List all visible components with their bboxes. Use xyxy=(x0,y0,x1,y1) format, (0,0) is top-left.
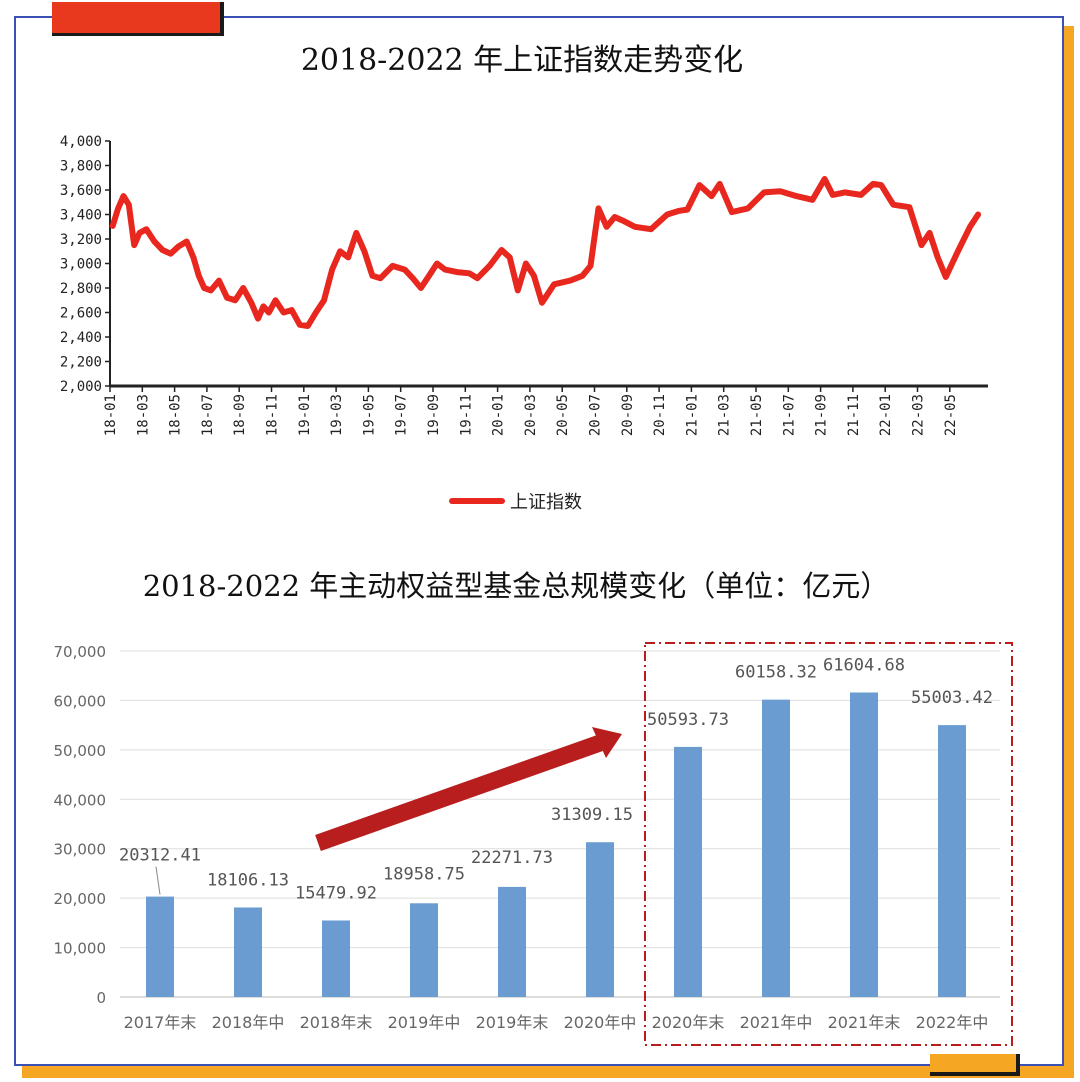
chart1-x-tick-label: 20-09 xyxy=(620,394,636,436)
chart1-x-tick-label: 18-03 xyxy=(135,394,151,436)
chart1-x-tick-label: 20-03 xyxy=(523,394,539,436)
chart1-x-tick-label: 21-11 xyxy=(846,394,862,436)
bar-2018年中 xyxy=(234,907,262,997)
x-tick-label: 2021年中 xyxy=(740,1013,813,1032)
highlight-box xyxy=(644,642,1013,1046)
chart2-y-tick-label: 50,000 xyxy=(54,742,107,760)
x-tick-label: 2018年中 xyxy=(212,1013,285,1032)
chart1-y-axis: 2,000 2,200 2,400 2,600 2,800 3,000 3,200 3,400… xyxy=(60,134,988,395)
data-label: 15479.92 xyxy=(295,883,377,903)
chart2-bars xyxy=(146,692,966,997)
chart1-x-tick-label: 22-03 xyxy=(911,394,927,436)
bar-2017年末 xyxy=(146,896,174,997)
data-label: 61604.68 xyxy=(823,655,905,675)
chart1-x-tick-label: 21-03 xyxy=(717,394,733,436)
chart1-x-tick-label: 18-01 xyxy=(103,394,119,436)
bar-2019年末 xyxy=(498,886,526,997)
chart2-y-tick-label: 30,000 xyxy=(54,841,107,859)
x-tick-label: 2018年末 xyxy=(300,1013,373,1032)
chart1-y-tick-label: 2,800 xyxy=(60,281,102,297)
chart1-x-tick-label: 19-03 xyxy=(329,394,345,436)
data-label: 60158.32 xyxy=(735,663,817,683)
chart1-x-tick-label: 21-09 xyxy=(814,394,830,436)
chart1-x-tick-label: 19-07 xyxy=(394,394,410,436)
chart1-x-tick-label: 20-11 xyxy=(652,394,668,436)
chart1-x-tick-label: 18-05 xyxy=(168,394,184,436)
data-label: 18106.13 xyxy=(207,871,289,891)
x-tick-label: 2022年中 xyxy=(916,1013,989,1032)
data-label: 22271.73 xyxy=(471,848,553,868)
data-label: 18958.75 xyxy=(383,864,465,884)
chart1-title: 2018-2022 年上证指数走势变化 xyxy=(301,43,743,78)
chart1-x-axis: 18-01 18-03 18-05 18-07 18-09 18-11 19-01 19-03… xyxy=(103,386,959,436)
data-label: 50593.73 xyxy=(647,710,729,730)
chart1-y-tick-label: 3,600 xyxy=(60,183,102,199)
bar-2020年中 xyxy=(586,842,614,997)
decor-tag-top xyxy=(52,2,224,36)
x-tick-label: 2020年中 xyxy=(564,1013,637,1032)
chart1-y-tick-label: 3,200 xyxy=(60,232,102,248)
chart1-x-tick-label: 21-05 xyxy=(749,394,765,436)
chart1-x-tick-label: 18-09 xyxy=(232,394,248,436)
data-label: 31309.15 xyxy=(551,805,633,825)
data-label: 55003.42 xyxy=(911,688,993,708)
chart2-x-axis: 2017年末 2018年中 2018年末 2019年中 2019年末 2020年中 2020… xyxy=(124,1013,989,1032)
chart2-title: 2018-2022 年主动权益型基金总规模变化（单位：亿元） xyxy=(143,569,890,603)
chart1-x-tick-label: 20-01 xyxy=(491,394,507,436)
chart1-y-tick-label: 2,000 xyxy=(60,379,102,395)
chart2-y-tick-label: 20,000 xyxy=(54,890,107,908)
chart1-x-tick-label: 18-11 xyxy=(265,394,281,436)
bar-2021年末 xyxy=(850,692,878,997)
chart1-x-tick-label: 19-09 xyxy=(426,394,442,436)
chart2-y-tick-label: 70,000 xyxy=(54,643,107,661)
leader-line xyxy=(155,866,161,895)
chart1-y-tick-label: 2,600 xyxy=(60,306,102,322)
decor-tag-bottom-fill xyxy=(930,1054,1016,1072)
growth-arrow xyxy=(315,727,622,852)
decor-tag-bottom xyxy=(930,1054,1020,1076)
chart2-y-tick-label: 0 xyxy=(96,989,106,1007)
frame xyxy=(14,16,1064,1066)
shanghai-index-line-chart: 2018-2022 年上证指数走势变化 2,000 2,200 2,400 2,600… xyxy=(60,43,988,513)
chart1-y-tick-label: 4,000 xyxy=(60,134,102,150)
chart1-x-tick-label: 22-05 xyxy=(943,394,959,436)
x-tick-label: 2019年中 xyxy=(388,1013,461,1032)
decor-tag-top-fill xyxy=(52,2,220,33)
bar-2018年末 xyxy=(322,920,350,997)
chart1-x-tick-label: 20-07 xyxy=(588,394,604,436)
chart1-y-tick-label: 2,400 xyxy=(60,330,102,346)
bar-2020年末 xyxy=(674,746,702,997)
chart1-y-tick-label: 3,400 xyxy=(60,208,102,224)
chart1-x-tick-label: 19-01 xyxy=(297,394,313,436)
bar-2021年中 xyxy=(762,699,790,997)
chart1-x-tick-label: 18-07 xyxy=(200,394,216,436)
bar-2022年中 xyxy=(938,725,966,997)
chart2-y-tick-label: 60,000 xyxy=(54,692,107,710)
chart1-y-tick-label: 2,200 xyxy=(60,355,102,371)
growth-arrow-head xyxy=(592,727,622,758)
chart1-x-tick-label: 22-01 xyxy=(878,394,894,436)
chart1-x-tick-label: 19-11 xyxy=(458,394,474,436)
chart1-y-tick-label: 3,800 xyxy=(60,159,102,175)
x-tick-label: 2021年末 xyxy=(828,1013,901,1032)
data-label: 20312.41 xyxy=(119,846,201,866)
x-tick-label: 2017年末 xyxy=(124,1013,197,1032)
chart1-x-tick-label: 21-01 xyxy=(684,394,700,436)
chart2-value-labels: 20312.41 18106.13 15479.92 18958.75 22271.73… xyxy=(119,655,993,903)
legend-label: 上证指数 xyxy=(510,492,582,513)
bar-2019年中 xyxy=(410,903,438,997)
chart1-x-tick-label: 20-05 xyxy=(555,394,571,436)
chart1-x-tick-label: 21-07 xyxy=(781,394,797,436)
x-tick-label: 2020年末 xyxy=(652,1013,725,1032)
chart1-x-tick-label: 19-05 xyxy=(361,394,377,436)
chart2-y-tick-label: 40,000 xyxy=(54,791,107,809)
x-tick-label: 2019年末 xyxy=(476,1013,549,1032)
chart1-y-tick-label: 3,000 xyxy=(60,257,102,273)
series-line-shanghai-index xyxy=(109,176,982,329)
growth-arrow-shaft xyxy=(315,734,603,852)
chart2-y-tick-label: 10,000 xyxy=(54,940,107,958)
